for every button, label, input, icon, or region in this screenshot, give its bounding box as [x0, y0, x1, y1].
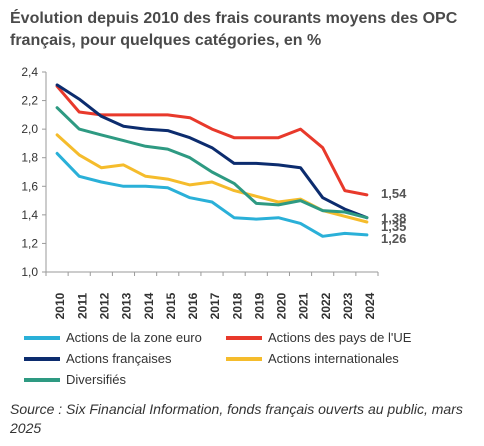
y-tick-label: 1,4 — [21, 208, 38, 222]
y-tick-label: 1,6 — [21, 179, 38, 193]
end-value-label-3: 1,35 — [381, 219, 406, 234]
y-tick-label: 1,0 — [21, 265, 38, 279]
x-tick-label: 2023 — [341, 292, 355, 319]
chart-source-note: Source : Six Financial Information, fond… — [10, 401, 463, 436]
x-tick-label: 2019 — [252, 292, 266, 319]
chart-series — [55, 83, 369, 238]
x-tick-label: 2015 — [164, 292, 178, 319]
y-tick-label: 2,2 — [21, 94, 38, 108]
y-tick-label: 2,4 — [21, 65, 38, 79]
x-tick-label: 2016 — [186, 292, 200, 319]
x-tick-label: 2013 — [120, 292, 134, 319]
y-tick-label: 1,2 — [21, 236, 38, 250]
end-value-label-1: 1,54 — [381, 186, 407, 201]
chart-end-labels: 1,26 1,54 1,381,35 — [381, 186, 407, 246]
chart-axes: 1,0 1,2 1,4 1,6 1,8 2,0 2,2 2,4 2010 2011 2012 2013… — [21, 65, 379, 319]
x-tick-label: 2011 — [75, 293, 89, 319]
x-tick-label: 2017 — [208, 292, 222, 319]
x-tick-label: 2012 — [98, 292, 112, 319]
x-tick-label: 2021 — [297, 292, 311, 319]
y-tick-label: 1,8 — [21, 151, 38, 165]
x-tick-label: 2024 — [363, 292, 377, 319]
x-tick-label: 2020 — [275, 292, 289, 319]
end-value-label-0: 1,26 — [381, 231, 406, 246]
x-tick-label: 2018 — [230, 292, 244, 319]
series-line-0 — [55, 151, 369, 238]
series-line-2 — [55, 83, 369, 220]
series-line-4 — [55, 106, 369, 220]
x-tick-label: 2022 — [319, 292, 333, 319]
x-tick-label: 2014 — [142, 292, 156, 319]
y-tick-label: 2,0 — [21, 122, 38, 136]
end-value-label-2: 1,38 — [381, 211, 406, 226]
x-tick-label: 2010 — [53, 292, 67, 319]
chart-title: Évolution depuis 2010 des frais courants… — [10, 10, 458, 49]
series-line-1 — [55, 84, 369, 197]
